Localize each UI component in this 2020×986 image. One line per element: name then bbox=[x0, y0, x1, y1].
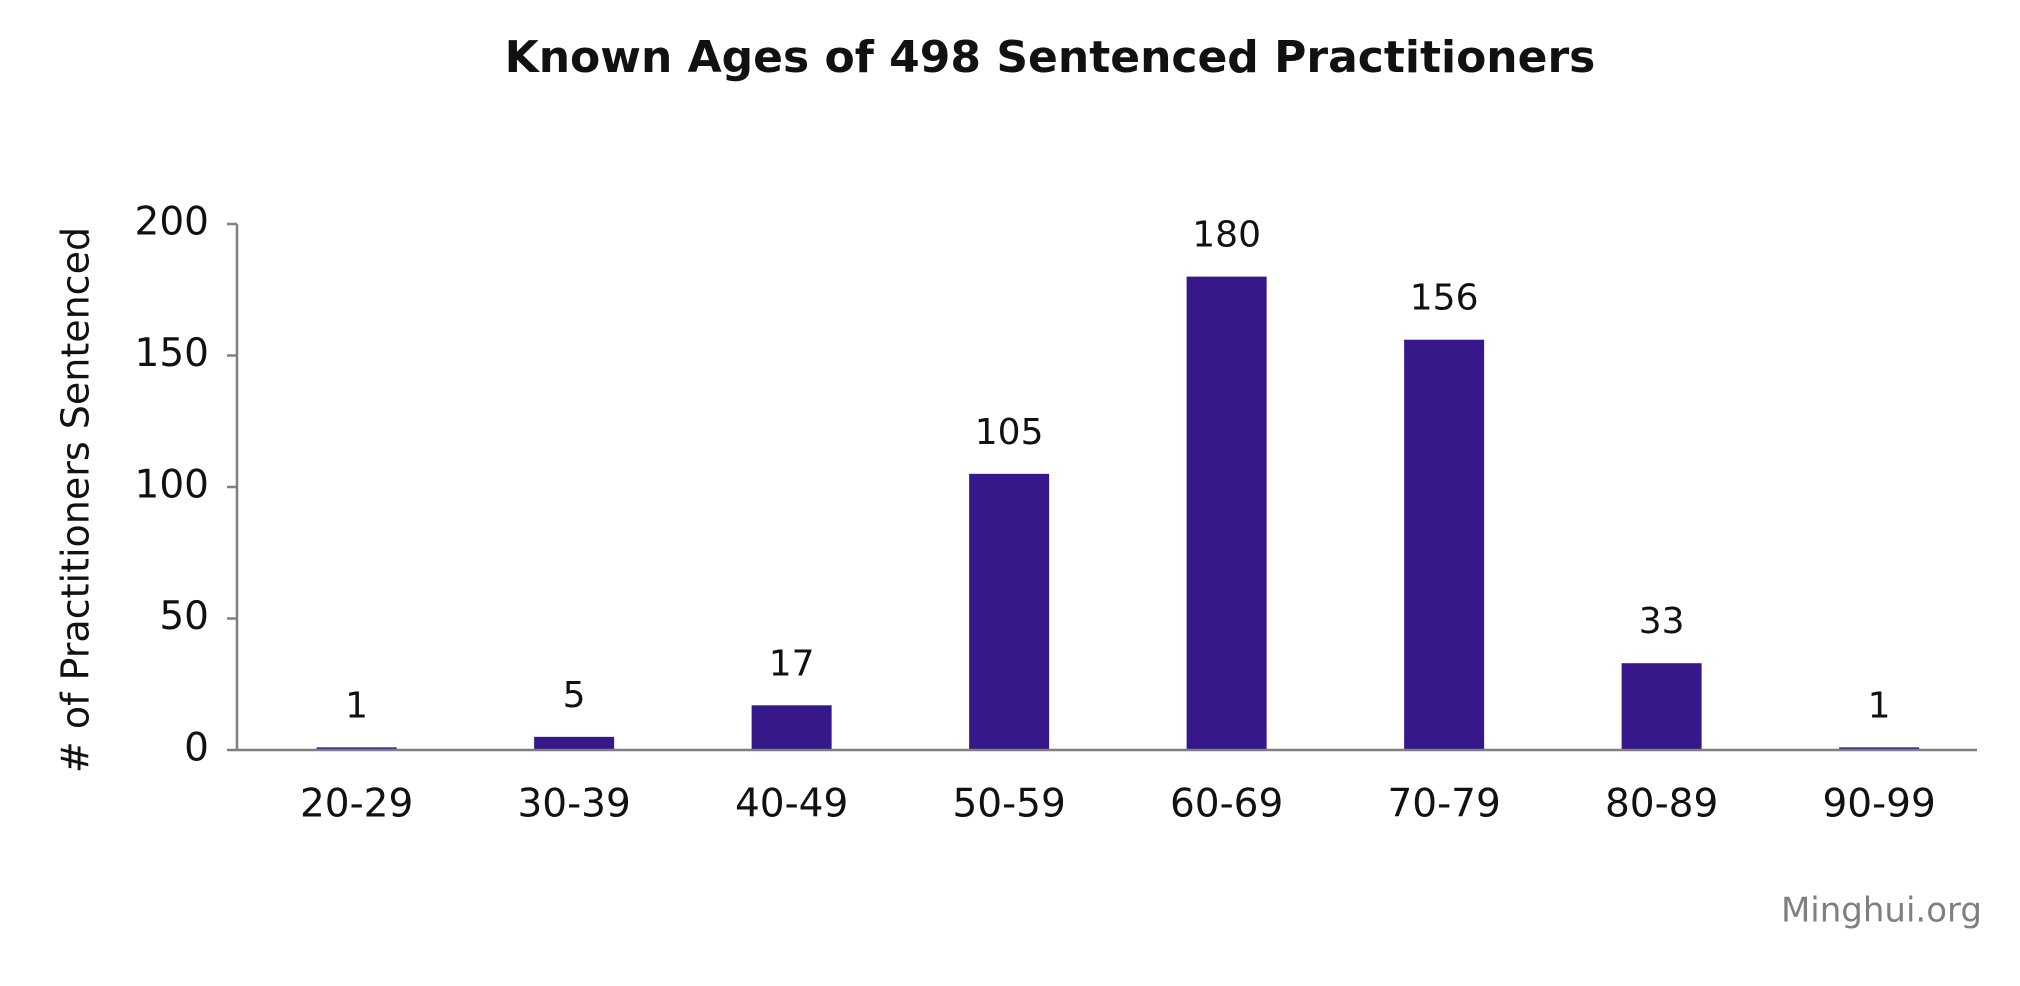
y-axis-label: # of Practitioners Sentenced bbox=[54, 227, 98, 773]
x-tick-label: 20-29 bbox=[300, 782, 413, 827]
bar bbox=[1839, 747, 1920, 750]
data-label: 1 bbox=[1868, 685, 1891, 726]
y-tick-label: 100 bbox=[135, 463, 209, 508]
x-tick-label: 50-59 bbox=[952, 782, 1065, 827]
y-tick-label: 0 bbox=[184, 726, 209, 771]
bar bbox=[316, 747, 397, 750]
x-tick-label: 30-39 bbox=[517, 782, 630, 827]
bar bbox=[1186, 276, 1267, 750]
chart-title: Known Ages of 498 Sentenced Practitioner… bbox=[505, 32, 1596, 83]
bar bbox=[1621, 663, 1702, 750]
x-tick-label: 40-49 bbox=[735, 782, 848, 827]
y-tick-label: 50 bbox=[159, 594, 209, 639]
x-tick-label: 90-99 bbox=[1822, 782, 1935, 827]
source-label: Minghui.org bbox=[1781, 891, 1982, 931]
y-tick-label: 200 bbox=[135, 200, 209, 245]
data-label: 1 bbox=[345, 685, 368, 726]
data-label: 180 bbox=[1192, 215, 1261, 256]
data-label: 17 bbox=[769, 643, 815, 684]
bar bbox=[534, 736, 615, 750]
x-tick-label: 70-79 bbox=[1387, 782, 1500, 827]
bar bbox=[1404, 339, 1485, 750]
data-label: 33 bbox=[1639, 601, 1685, 642]
data-label: 156 bbox=[1410, 278, 1479, 319]
bar bbox=[751, 705, 832, 750]
x-tick-label: 80-89 bbox=[1605, 782, 1718, 827]
x-tick-label: 60-69 bbox=[1170, 782, 1283, 827]
y-tick-label: 150 bbox=[135, 331, 209, 376]
data-label: 105 bbox=[975, 412, 1044, 453]
bar bbox=[969, 473, 1050, 750]
data-label: 5 bbox=[563, 675, 586, 716]
